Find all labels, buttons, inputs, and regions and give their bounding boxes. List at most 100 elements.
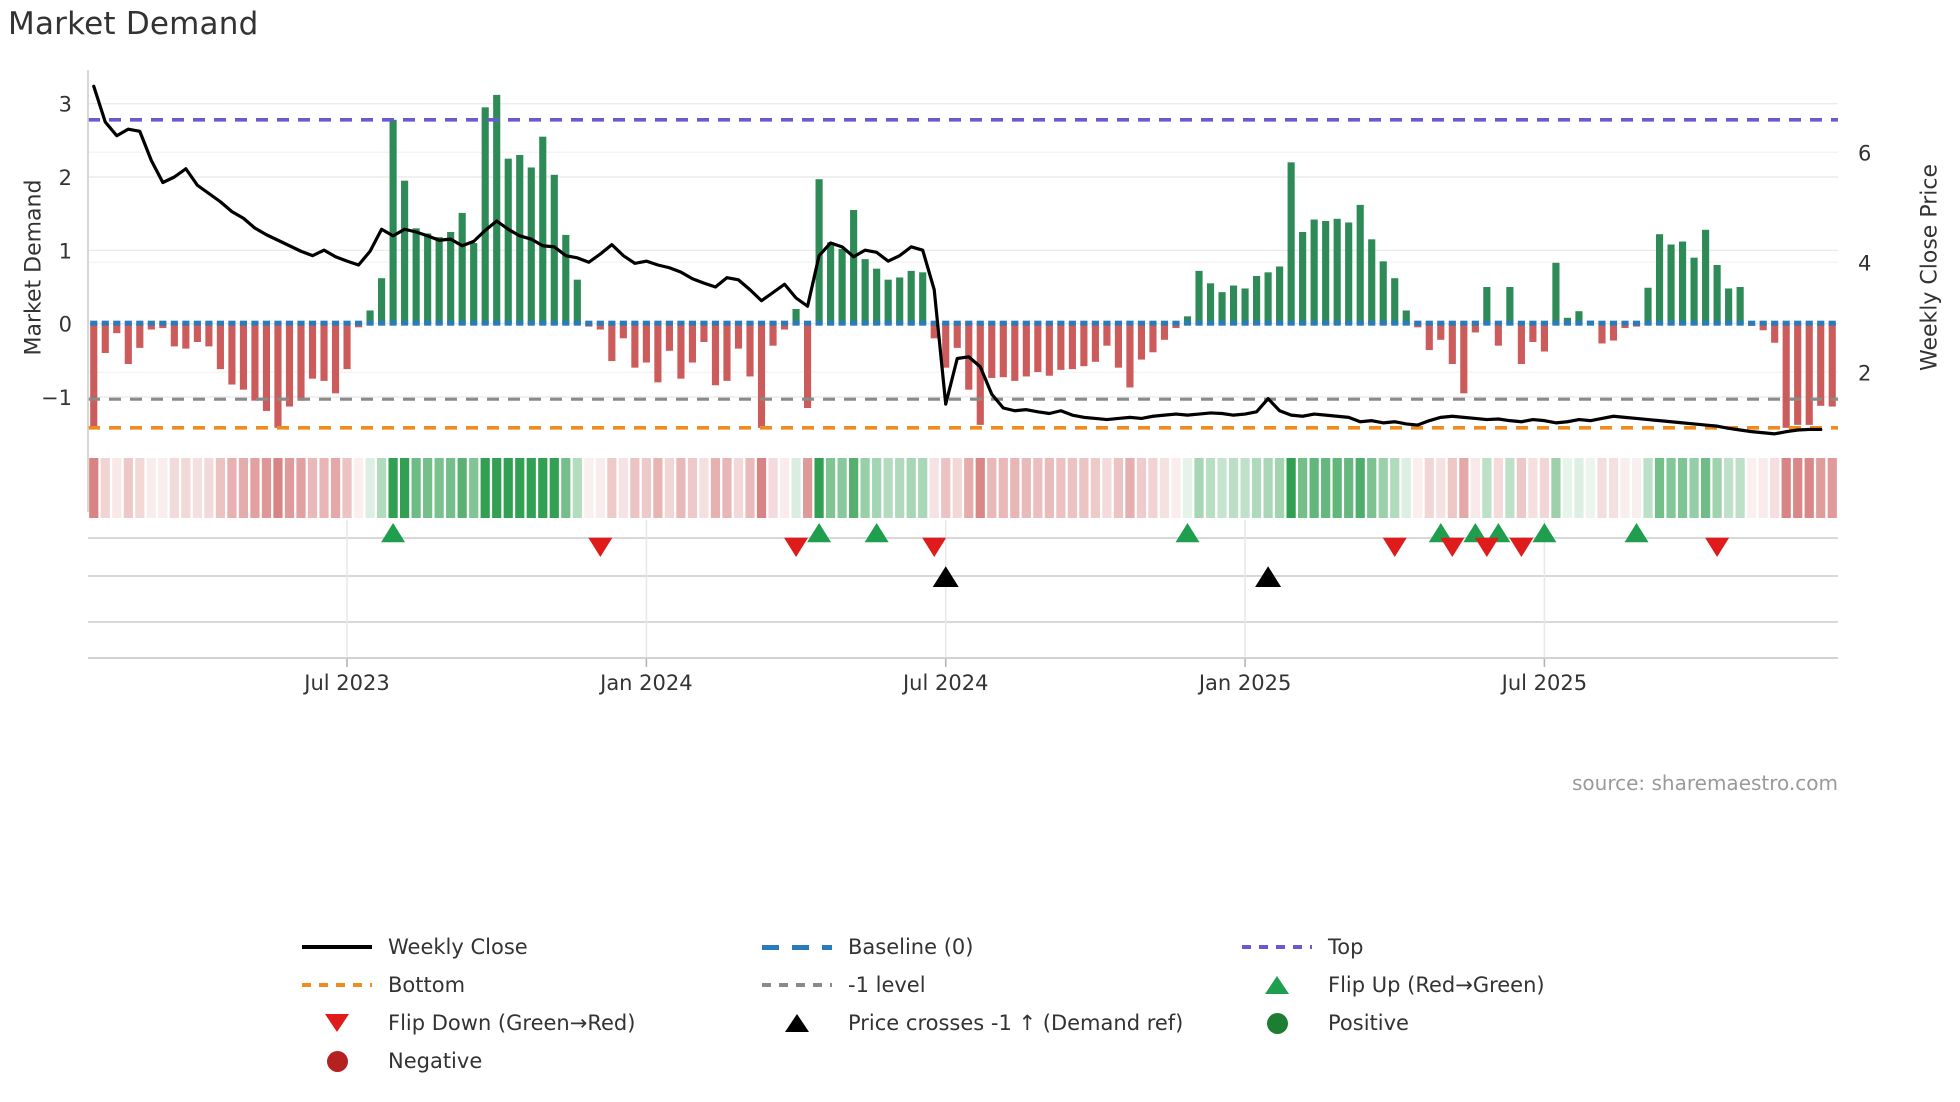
flip-up-marker [1428,523,1453,543]
flip-down-marker [784,537,809,557]
heatmap-cell [135,458,145,518]
demand-bar [596,323,604,330]
heatmap-cell [1067,458,1077,518]
heatmap-cell [284,458,295,518]
legend-item-weekly-close[interactable]: Weekly Close [300,928,760,966]
demand-bar [216,323,224,370]
heatmap-cell [1654,458,1665,518]
demand-bar [1368,239,1376,324]
heatmap-cell [1021,458,1031,518]
price-cross-marker [932,566,959,588]
heatmap-cell [1113,458,1124,518]
y-tick-label-right: 6 [1858,141,1871,165]
legend-label: Positive [1328,1011,1409,1035]
legend-item-minus-one-level[interactable]: -1 level [760,966,1240,1004]
y-tick-label-left: −1 [41,386,72,410]
legend-item-flip-up[interactable]: Flip Up (Red→Green) [1240,966,1700,1004]
heatmap-cell [1044,458,1054,518]
heatmap-cell [1424,458,1434,518]
heatmap-cell [1298,458,1308,518]
demand-bar [147,323,155,330]
heatmap-cell [1102,458,1112,518]
demand-bar [573,279,581,324]
heatmap-cell [261,458,272,518]
demand-bar [251,323,259,401]
heatmap-cell [872,458,882,518]
heatmap-cell [768,458,778,518]
demand-bar [1736,287,1744,324]
heatmap-cell [1355,458,1365,518]
demand-bar [1172,323,1180,329]
heatmap-cell [653,458,663,518]
demand-heatmap-strip [89,458,1837,518]
demand-bar [1253,276,1261,324]
legend-item-flip-down[interactable]: Flip Down (Green→Red) [300,1004,760,1042]
heatmap-cell [676,458,686,518]
heatmap-cell [123,458,133,518]
demand-bar [953,323,961,348]
demand-bar [239,323,247,390]
heatmap-cell [1516,458,1526,518]
demand-bar [1206,283,1215,324]
demand-bar [688,323,697,363]
line-icon [300,934,374,960]
weekly-close-line [92,84,1823,436]
heatmap-cell [1378,458,1388,518]
flip-down-marker [922,537,947,557]
demand-bar [792,309,800,324]
demand-bar [757,323,766,428]
heatmap-cell [273,458,283,518]
heatmap-cell [411,458,421,518]
demand-bar [1045,323,1053,376]
heatmap-cell [1309,458,1319,518]
heatmap-cell [918,458,928,518]
heatmap-cell [1436,458,1446,518]
heatmap-cell [1286,458,1296,518]
heatmap-cell [802,458,813,518]
demand-bar [1817,323,1825,406]
demand-bar [1345,222,1353,324]
heatmap-cell [1182,458,1193,518]
heatmap-cell [1724,458,1734,518]
demand-bar [1034,323,1042,373]
demand-bar [976,323,984,425]
demand-bar [850,210,858,324]
demand-bar [608,323,616,362]
heatmap-cell [618,458,628,518]
heatmap-cell [1275,458,1285,518]
demand-bar [1183,316,1192,324]
demand-bar [124,323,132,364]
dotted-line-icon [300,972,374,998]
demand-bars [90,94,1836,428]
legend-label: Flip Up (Red→Green) [1328,973,1545,997]
baseline-zero-line [90,320,1836,326]
heatmap-cell [1700,458,1711,518]
legend-item-negative[interactable]: Negative [300,1042,760,1080]
legend-item-positive[interactable]: Positive [1240,1004,1700,1042]
heatmap-cell [400,458,410,518]
heatmap-cell [722,458,732,518]
flip-up-marker [1532,523,1557,543]
heatmap-cell [710,458,721,518]
heatmap-cell [526,458,536,518]
flip-down-marker [1440,537,1465,557]
demand-bar [1506,287,1514,324]
demand-bar [101,323,109,353]
demand-bar [1690,257,1698,324]
demand-bar [308,323,317,379]
heatmap-cell [952,458,962,518]
demand-bar [1126,323,1134,388]
heatmap-cell [1562,458,1573,518]
demand-bar [458,212,466,324]
demand-bar [1437,323,1445,340]
legend-item-bottom[interactable]: Bottom [300,966,760,1004]
legend-item-price-cross[interactable]: Price crosses -1 ↑ (Demand ref) [760,1004,1240,1042]
demand-bar [274,323,282,428]
heatmap-cell [1608,458,1619,518]
heatmap-cell [1010,458,1020,518]
flip-down-marker [1474,537,1499,557]
legend-item-top[interactable]: Top [1240,928,1700,966]
y-axis-left: 3 2 1 0 −1 [41,93,72,410]
demand-bar [1828,323,1836,407]
legend-item-baseline[interactable]: Baseline (0) [760,928,1240,966]
